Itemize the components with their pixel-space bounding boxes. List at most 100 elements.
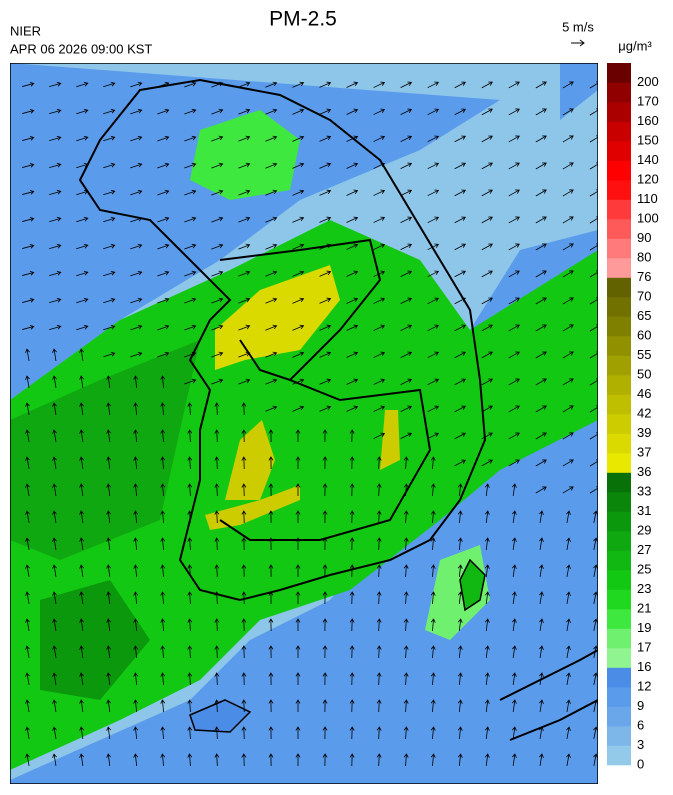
wind-arrow — [322, 483, 328, 497]
wind-arrow — [25, 402, 30, 415]
wind-arrow — [292, 243, 305, 250]
wind-arrow — [427, 270, 440, 278]
wind-arrow — [539, 753, 544, 766]
wind-arrow — [481, 162, 493, 170]
wind-arrow — [130, 351, 143, 358]
wind-arrow — [103, 189, 116, 196]
wind-arrow — [508, 324, 520, 332]
wind-arrow — [349, 726, 355, 740]
wind-arrow — [133, 726, 139, 740]
wind-arrow — [322, 564, 328, 578]
colorbar-swatch — [607, 355, 631, 376]
colorbar-swatch — [607, 121, 631, 142]
wind-arrow — [160, 375, 166, 389]
colorbar-label: 19 — [637, 620, 651, 635]
wind-arrow — [346, 270, 359, 277]
wind-arrow — [535, 189, 547, 197]
wind-arrow — [430, 483, 436, 497]
wind-arrow — [157, 135, 170, 142]
colorbar-label: 37 — [637, 444, 651, 459]
wind-arrow — [349, 645, 355, 659]
wind-arrow — [535, 270, 547, 278]
wind-arrow — [322, 456, 328, 470]
wind-arrow — [457, 591, 463, 605]
wind-arrow — [535, 405, 547, 413]
wind-arrow — [268, 510, 274, 524]
wind-arrow — [400, 108, 413, 115]
wind-arrow — [295, 429, 301, 443]
wind-arrow — [403, 672, 409, 686]
wind-arrow — [268, 726, 274, 740]
colorbar-swatch — [607, 394, 631, 415]
wind-arrow — [539, 564, 544, 577]
wind-arrow — [238, 270, 251, 277]
wind-arrow — [214, 753, 220, 767]
wind-arrow — [295, 672, 301, 686]
wind-arrow — [265, 405, 278, 412]
wind-arrow — [319, 324, 332, 331]
wind-arrow — [79, 726, 84, 739]
wind-arrow — [593, 645, 598, 658]
wind-arrow — [157, 81, 170, 88]
wind-arrow — [241, 618, 247, 632]
wind-arrow — [427, 378, 440, 386]
wind-arrow — [52, 726, 57, 739]
wind-arrow — [427, 297, 440, 305]
wind-arrow — [265, 324, 278, 331]
wind-arrow — [376, 510, 382, 524]
wind-arrow — [157, 108, 170, 115]
wind-arrow — [130, 270, 143, 277]
wind-arrow — [292, 270, 305, 277]
wind-arrow — [211, 189, 224, 196]
wind-arrow — [79, 618, 84, 631]
colorbar-label: 110 — [637, 191, 658, 206]
wind-arrow — [349, 672, 355, 686]
wind-arrow — [211, 81, 224, 88]
wind-arrow — [187, 537, 193, 551]
colorbar-swatch — [607, 297, 631, 317]
wind-arrow — [508, 216, 520, 224]
wind-arrow — [376, 699, 382, 713]
wind-arrow — [481, 81, 493, 89]
wind-arrow — [295, 726, 301, 740]
wind-arrow — [430, 672, 436, 686]
wind-arrow — [535, 297, 547, 305]
wind-arrow — [562, 189, 574, 197]
wind-arrow — [593, 699, 598, 712]
wind-arrow — [512, 753, 517, 766]
wind-arrow — [539, 510, 544, 523]
wind-arrow — [319, 81, 332, 88]
wind-arrow — [539, 672, 544, 685]
wind-arrow — [292, 81, 305, 88]
wind-arrow — [319, 405, 332, 412]
wind-arrow — [106, 726, 112, 740]
wind-arrow — [376, 591, 382, 605]
wind-arrow — [484, 672, 490, 686]
wind-arrow — [403, 483, 409, 497]
wind-arrow — [52, 564, 57, 577]
wind-arrow — [76, 108, 89, 115]
wind-arrow — [373, 297, 386, 304]
wind-arrow — [76, 270, 89, 277]
colorbar-swatch — [607, 102, 631, 122]
wind-arrow — [184, 108, 197, 115]
wind-arrow — [238, 297, 251, 304]
wind-arrow — [512, 591, 517, 604]
wind-arrow — [133, 591, 139, 605]
wind-arrow — [535, 324, 547, 332]
wind-arrow — [512, 726, 517, 739]
wind-arrow — [238, 324, 251, 331]
wind-arrow — [106, 510, 112, 524]
wind-arrow — [322, 510, 328, 524]
wind-arrow — [52, 402, 57, 415]
colorbar-swatch — [607, 238, 631, 259]
wind-arrow — [430, 726, 436, 740]
wind-arrow — [268, 429, 274, 443]
wind-arrow — [454, 459, 467, 467]
wind-arrow — [403, 753, 409, 767]
wind-arrow — [403, 645, 409, 659]
wind-arrow — [103, 243, 116, 250]
wind-arrow — [106, 645, 112, 659]
wind-arrow — [184, 351, 197, 358]
wind-arrow — [346, 243, 359, 250]
